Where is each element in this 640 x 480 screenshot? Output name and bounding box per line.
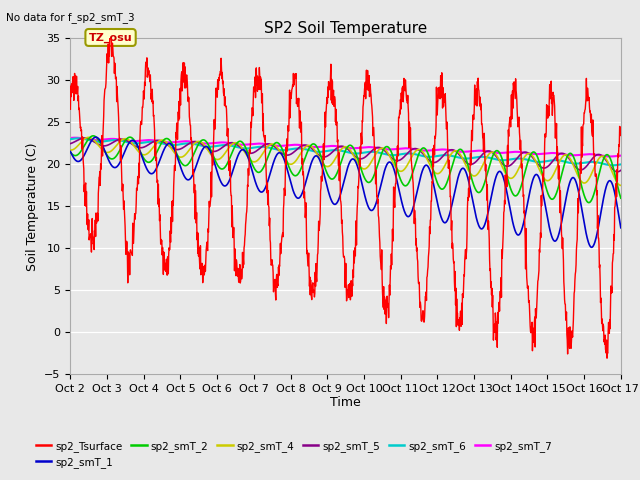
Title: SP2 Soil Temperature: SP2 Soil Temperature <box>264 21 428 36</box>
Text: TZ_osu: TZ_osu <box>89 32 132 43</box>
Legend: sp2_Tsurface, sp2_smT_1, sp2_smT_2, sp2_smT_4, sp2_smT_5, sp2_smT_6, sp2_smT_7: sp2_Tsurface, sp2_smT_1, sp2_smT_2, sp2_… <box>31 437 556 472</box>
X-axis label: Time: Time <box>330 396 361 408</box>
Text: No data for f_sp2_smT_3: No data for f_sp2_smT_3 <box>6 12 135 23</box>
Y-axis label: Soil Temperature (C): Soil Temperature (C) <box>26 142 39 271</box>
